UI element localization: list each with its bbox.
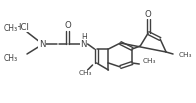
Text: O: O	[64, 20, 71, 29]
Text: CH₃: CH₃	[142, 58, 156, 64]
Text: O: O	[145, 9, 152, 19]
Text: N: N	[39, 39, 45, 49]
Text: CH₃: CH₃	[179, 52, 192, 58]
Text: H: H	[81, 33, 86, 42]
Text: CH₃: CH₃	[4, 23, 18, 33]
Text: N: N	[80, 39, 87, 49]
Text: CH₃: CH₃	[79, 70, 92, 76]
Text: CH₃: CH₃	[4, 53, 18, 63]
Text: HCl: HCl	[15, 22, 29, 32]
